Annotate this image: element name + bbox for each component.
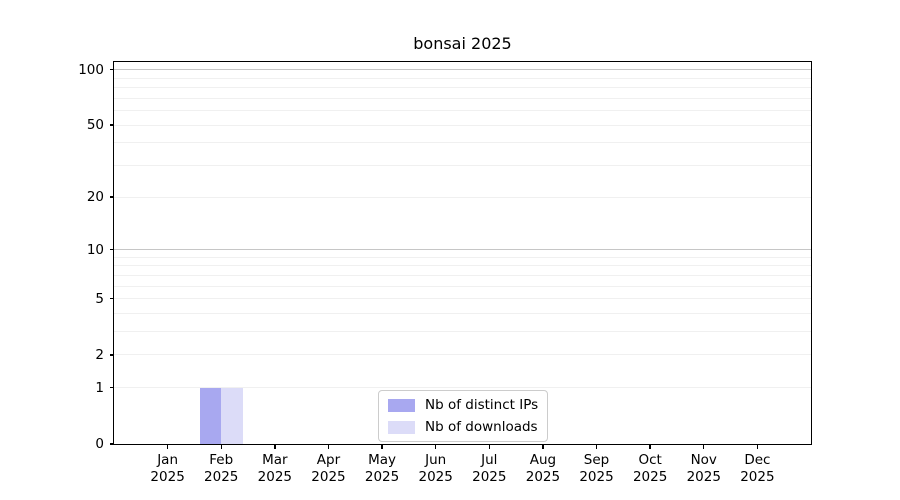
x-tick-year: 2025 <box>257 469 293 485</box>
gridline-y-5 <box>114 298 811 300</box>
x-tick-label-feb: Feb 2025 <box>186 452 256 486</box>
gridline-y-60 <box>114 110 811 112</box>
x-axis-tick-may <box>381 444 383 449</box>
legend-swatch-downloads <box>388 420 415 434</box>
y-axis-tick-100 <box>109 68 114 71</box>
gridline-y-50 <box>114 124 811 126</box>
legend-entry-downloads: Nb of downloads <box>388 419 538 435</box>
y-axis-tick-10 <box>109 248 114 251</box>
y-tick-label-10: 10 <box>86 241 104 258</box>
x-tick-year: 2025 <box>204 469 239 485</box>
x-tick-year: 2025 <box>579 469 614 485</box>
x-tick-month: Apr <box>316 452 341 468</box>
legend-entry-distinct-ips: Nb of distinct IPs <box>388 397 538 413</box>
gridline-y-40 <box>114 142 811 144</box>
x-tick-month: Feb <box>209 452 234 468</box>
x-axis-tick-feb <box>220 444 222 449</box>
x-tick-month: Oct <box>638 452 662 468</box>
legend-label-downloads: Nb of downloads <box>425 419 538 435</box>
gridline-y-4 <box>114 312 811 314</box>
x-tick-month: Jan <box>157 452 179 468</box>
x-axis-tick-nov <box>703 444 705 449</box>
x-tick-month: Nov <box>690 452 717 468</box>
x-tick-label-oct: Oct 2025 <box>615 452 685 486</box>
bar-feb-distinct-ips <box>199 387 222 444</box>
gridline-y-20 <box>114 196 811 198</box>
y-axis-tick-2 <box>109 354 114 356</box>
x-tick-label-aug: Aug 2025 <box>508 452 578 486</box>
y-axis-tick-5 <box>109 297 114 300</box>
gridline-y-6 <box>114 285 811 287</box>
x-tick-year: 2025 <box>740 469 775 485</box>
x-tick-label-jan: Jan 2025 <box>133 452 203 486</box>
x-tick-year: 2025 <box>364 469 400 485</box>
legend-swatch-distinct-ips <box>388 398 415 412</box>
x-tick-label-may: May 2025 <box>347 452 417 486</box>
x-axis-tick-sep <box>595 444 598 449</box>
y-tick-label-1: 1 <box>95 379 104 396</box>
gridline-y-10 <box>114 249 811 250</box>
gridline-y-2 <box>114 354 811 356</box>
y-axis-tick-50 <box>109 124 114 126</box>
x-tick-label-apr: Apr 2025 <box>293 452 363 486</box>
x-tick-month: Jun <box>425 452 447 468</box>
x-axis-tick-aug <box>542 444 544 449</box>
x-axis-tick-jun <box>434 444 437 449</box>
bar-feb-downloads <box>221 387 243 444</box>
legend-label-distinct-ips: Nb of distinct IPs <box>425 397 539 413</box>
x-axis-tick-dec <box>756 444 759 449</box>
x-axis-tick-mar <box>274 444 276 449</box>
x-tick-year: 2025 <box>311 469 346 485</box>
x-tick-year: 2025 <box>525 469 561 485</box>
y-tick-label-0: 0 <box>95 436 104 452</box>
x-tick-year: 2025 <box>686 469 721 485</box>
x-tick-month: Aug <box>529 452 557 468</box>
chart-title: bonsai 2025 <box>413 34 512 53</box>
x-tick-label-jul: Jul 2025 <box>454 452 524 486</box>
gridline-y-30 <box>114 164 811 166</box>
x-tick-month: Jul <box>481 452 498 468</box>
x-tick-month: Dec <box>744 452 771 468</box>
x-tick-year: 2025 <box>150 469 185 485</box>
gridline-y-8 <box>114 265 811 267</box>
y-tick-label-2: 2 <box>95 346 104 363</box>
x-axis-tick-jan <box>166 444 169 449</box>
gridline-y-9 <box>114 256 811 258</box>
x-tick-label-jun: Jun 2025 <box>401 452 471 486</box>
x-tick-label-dec: Dec 2025 <box>722 452 792 486</box>
x-axis-tick-jul <box>488 444 490 449</box>
x-tick-year: 2025 <box>418 469 453 485</box>
x-tick-year: 2025 <box>472 469 507 485</box>
x-tick-month: Mar <box>262 452 288 468</box>
x-tick-year: 2025 <box>632 469 668 485</box>
gridline-y-1 <box>114 387 811 389</box>
gridline-y-7 <box>114 274 811 276</box>
y-tick-label-50: 50 <box>86 117 104 134</box>
gridline-y-3 <box>114 331 811 333</box>
legend: Nb of distinct IPs Nb of downloads <box>378 390 549 442</box>
x-tick-label-sep: Sep 2025 <box>562 452 632 486</box>
x-tick-label-mar: Mar 2025 <box>240 452 310 486</box>
x-axis-tick-oct <box>649 444 651 449</box>
gridline-y-70 <box>114 97 811 99</box>
y-tick-label-100: 100 <box>78 61 104 78</box>
x-tick-label-nov: Nov 2025 <box>669 452 739 486</box>
y-tick-label-5: 5 <box>95 290 104 307</box>
x-tick-month: May <box>368 452 397 468</box>
x-axis-tick-apr <box>327 444 330 449</box>
y-axis-tick-1 <box>109 387 114 389</box>
gridline-y-90 <box>114 77 811 79</box>
x-tick-month: Sep <box>583 452 610 468</box>
y-axis-tick-20 <box>109 196 114 198</box>
y-axis-tick-0 <box>109 443 114 445</box>
gridline-y-100 <box>114 69 811 71</box>
gridline-y-80 <box>114 87 811 89</box>
y-tick-label-20: 20 <box>86 189 104 206</box>
